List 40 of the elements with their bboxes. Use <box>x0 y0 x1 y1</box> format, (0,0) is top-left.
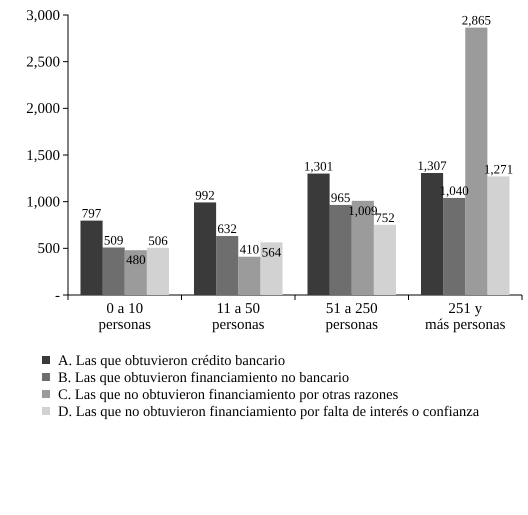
text: 1,301 <box>304 158 334 174</box>
y-tick-label: 1,500 <box>26 148 60 164</box>
bar <box>307 174 330 295</box>
x-tick-label: 11 a 50 personas <box>212 301 265 333</box>
text: 480 <box>126 252 146 268</box>
bar <box>80 220 103 295</box>
text: 965 <box>330 190 350 205</box>
text: 632 <box>217 221 237 236</box>
text: 2,865 <box>462 12 491 28</box>
x-tick-label: 251 y más personas <box>425 301 506 333</box>
bar <box>102 247 125 295</box>
legend-label: D. Las que no obtuvieron financiamiento por falta de interés o confianza <box>58 404 480 420</box>
bar <box>487 176 510 295</box>
bar <box>260 242 283 295</box>
text: 564 <box>262 244 282 260</box>
bar <box>124 250 147 295</box>
y-tick-label: 2,000 <box>26 101 60 118</box>
legend-label: A. Las que obtuvieron crédito bancario <box>58 353 286 369</box>
x-tick-label: 51 a 250 personas <box>326 301 378 333</box>
text: 797 <box>82 206 102 221</box>
bar <box>216 236 238 295</box>
text: 1,271 <box>484 161 514 176</box>
legend-label: C. Las que no obtuvieron financiamiento por otras razones <box>58 387 399 403</box>
y-tick-label: 2,500 <box>26 54 60 70</box>
y-tick-label: 3,000 <box>26 8 60 24</box>
text: 410 <box>240 242 260 257</box>
y-tick-label: 500 <box>38 241 60 258</box>
bar <box>374 224 396 295</box>
bar <box>194 202 216 295</box>
text: 992 <box>195 187 215 202</box>
bar <box>443 198 466 295</box>
text: 506 <box>148 232 168 248</box>
x-tick-label: 0 a 10 personas <box>98 301 152 333</box>
text: 1,307 <box>417 158 447 174</box>
bar <box>238 256 260 295</box>
y-tick-label: - <box>55 288 60 304</box>
bar <box>146 248 170 295</box>
legend-label: B. Las que obtuvieron financiamiento no bancario <box>58 370 350 386</box>
text: 509 <box>104 232 124 248</box>
y-tick-label: 1,000 <box>26 194 60 210</box>
